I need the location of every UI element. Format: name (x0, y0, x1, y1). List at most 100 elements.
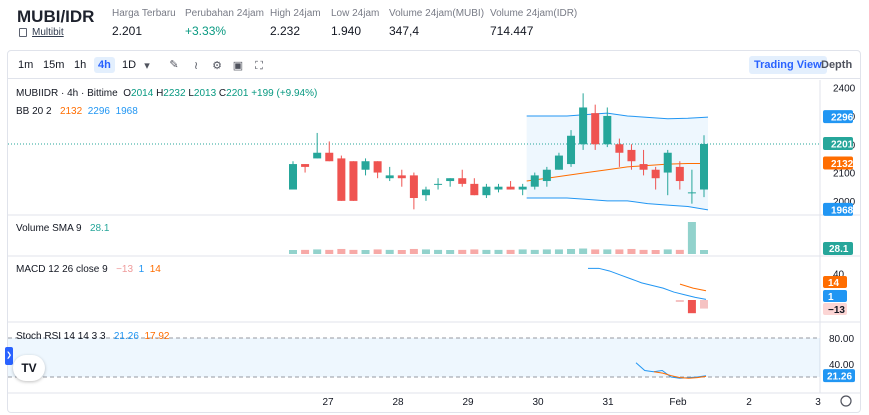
tab-trading-view[interactable]: Trading View (749, 56, 827, 74)
volume-bar (591, 249, 600, 254)
macd-tag-label: −13 (828, 305, 845, 316)
candle-body (385, 175, 394, 179)
candle-body (421, 189, 430, 196)
stoch-tag-label: 21.26 (827, 372, 852, 383)
volume-bar (409, 248, 418, 254)
macd-tag (823, 276, 847, 288)
candle-body (337, 158, 346, 201)
stat-change-24h: Perubahan 24jam +3.33% (185, 8, 264, 38)
volume-bar (421, 249, 430, 254)
chart-toolbar (7, 51, 861, 79)
stoch-k-line (635, 362, 707, 379)
stat-last-price: Harga Terbaru 2.201 (112, 8, 176, 38)
macd-histogram-bar (675, 300, 684, 302)
time-tick-label: 31 (602, 397, 614, 408)
volume-bar (615, 249, 624, 254)
volume-bar (313, 249, 322, 254)
time-tick-label: 2 (746, 397, 752, 408)
volume-bar (518, 249, 527, 254)
candle-body (349, 161, 358, 201)
main-legend: MUBIIDR · 4h · Bittime O2014 H2232 L2013… (16, 88, 318, 99)
bb-upper-line (526, 112, 709, 120)
macd-legend: MACD 12 26 close 9 −13 1 14 (16, 264, 161, 275)
save-icon[interactable]: ▣ (232, 60, 244, 72)
macd-histogram-bar (687, 300, 696, 314)
volume-bar (530, 249, 539, 254)
volume-bar (494, 249, 503, 254)
volume-bar (554, 249, 563, 254)
volume-bar (663, 249, 672, 254)
exchange-icon (19, 28, 27, 37)
candle-body (397, 175, 406, 179)
tradingview-logo[interactable]: TV (13, 355, 45, 381)
candle-body (627, 149, 636, 162)
volume-bar (675, 249, 684, 254)
volume-legend: Volume SMA 9 28.1 (16, 223, 110, 234)
macd-tag (823, 290, 847, 302)
candle-body (470, 183, 479, 196)
volume-bar (687, 222, 696, 254)
chart-panel (7, 50, 861, 413)
candle-body (301, 164, 310, 167)
volume-bar (301, 249, 310, 254)
draw-pen-icon[interactable]: ✎ (169, 59, 179, 71)
chevron-down-icon[interactable]: ▾ (144, 60, 150, 72)
bb-basis-line (526, 162, 708, 182)
indicator-icon[interactable]: ≀ (193, 60, 199, 72)
pair-title: MUBI/IDR (17, 7, 95, 26)
price-tick-label: 2400 (833, 84, 856, 95)
interval-1h[interactable]: 1h (74, 59, 87, 71)
exchange-link[interactable]: Multibit (32, 27, 64, 38)
volume-bar (627, 248, 636, 254)
volume-bar (482, 249, 491, 254)
candle-body (700, 143, 708, 190)
candle-body (651, 169, 660, 179)
candle-body (675, 166, 684, 182)
candle-body (542, 169, 551, 182)
candle-body (325, 152, 334, 162)
stat-volume-mubi: Volume 24jam(MUBI) 347,4 (389, 8, 485, 38)
stat-high-24h: High 24jam 2.232 (270, 8, 321, 38)
price-tick-label: 2000 (833, 197, 856, 208)
macd-signal-line (679, 283, 707, 292)
volume-bar (603, 249, 612, 254)
market-header: MUBI/IDR Multibit Harga Terbaru 2.201 Per… (0, 0, 869, 48)
volume-bar (446, 250, 455, 254)
stoch-d-line (653, 371, 707, 379)
price-tag (823, 110, 853, 124)
price-tick-label: 2100 (833, 169, 856, 180)
candle-body (579, 107, 588, 145)
candle-body (361, 161, 370, 170)
time-tick-label: 27 (322, 397, 334, 408)
volume-bar (700, 250, 708, 254)
fullscreen-icon[interactable]: ⛶ (255, 60, 263, 72)
collapse-side-handle[interactable]: ❯ (5, 347, 13, 365)
volume-bar (289, 250, 297, 254)
volume-bar (397, 250, 406, 254)
volume-tag-label: 28.1 (829, 244, 849, 255)
price-tag (823, 202, 853, 216)
candle-body (530, 175, 539, 187)
tab-depth[interactable]: Depth (821, 59, 853, 71)
candle-body (567, 135, 576, 165)
interval-1m[interactable]: 1m (18, 59, 34, 71)
time-tick-label: 30 (532, 397, 544, 408)
candle-body (591, 113, 600, 145)
time-tick-label: 3 (815, 397, 821, 408)
volume-bar (567, 248, 576, 254)
candle-body (289, 164, 297, 190)
macd-tick-label: 40 (833, 270, 845, 281)
interval-1d[interactable]: 1D (122, 59, 137, 71)
stoch-legend: Stoch RSI 14 14 3 3 21.26 17.92 (16, 331, 170, 342)
axis-settings-icon (840, 395, 852, 407)
macd-tag-label: 14 (828, 278, 840, 289)
volume-bar (337, 248, 346, 254)
volume-bar (349, 249, 358, 254)
candle-body (615, 144, 624, 153)
interval-4h[interactable]: 4h (94, 57, 115, 73)
gear-icon[interactable]: ⚙ (212, 60, 222, 72)
interval-15m[interactable]: 15m (43, 59, 65, 71)
candle-body (313, 152, 322, 159)
stat-low-24h: Low 24jam 1.940 (331, 8, 380, 38)
